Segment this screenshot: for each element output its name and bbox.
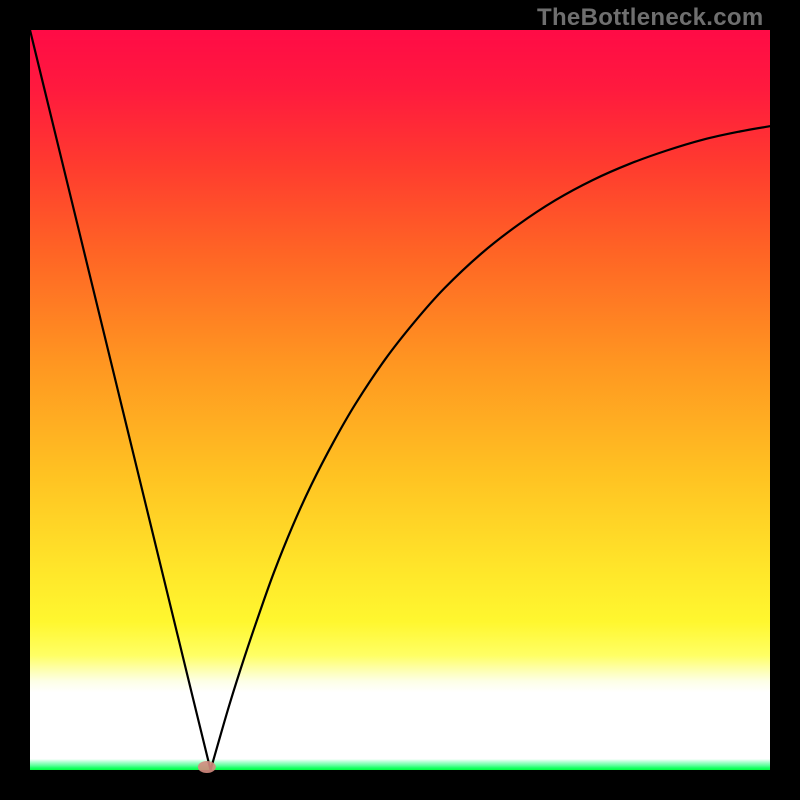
chart-container: TheBottleneck.com: [0, 0, 800, 800]
optimum-marker: [198, 761, 216, 773]
plot-background: [30, 30, 770, 770]
bottleneck-chart: [0, 0, 800, 800]
